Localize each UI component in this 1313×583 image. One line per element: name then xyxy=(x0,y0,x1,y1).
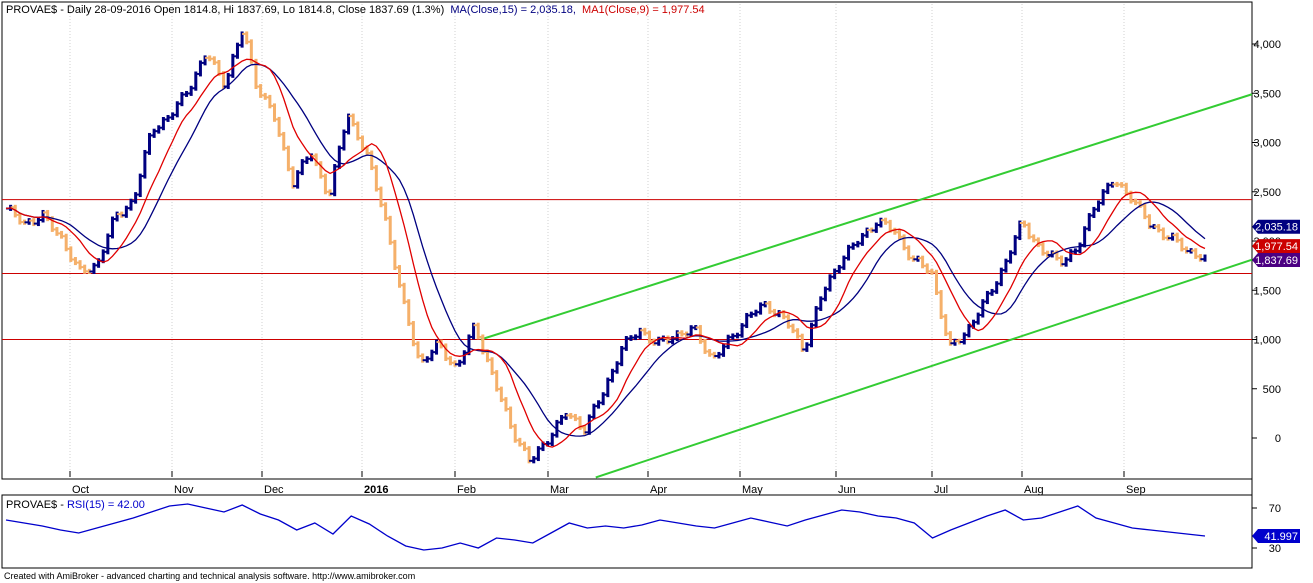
rsi-badge-text: 41.997 xyxy=(1264,531,1298,543)
moving-averages xyxy=(5,58,1206,448)
rsi-panel xyxy=(1,494,1253,569)
close-badge-text: 1,837.69 xyxy=(1255,255,1298,267)
channel-upper-line xyxy=(480,93,1253,341)
y-tick-label: 1,000 xyxy=(1253,335,1281,347)
price-panel xyxy=(1,1,1253,480)
month-x-axis: Oct Nov Dec 2016 Feb Mar Apr May Jun Jul Aug Sep xyxy=(69,471,1146,496)
rsi-line xyxy=(5,503,1206,551)
y-tick-label: 2,500 xyxy=(1253,187,1281,199)
month-label: Nov xyxy=(174,484,194,496)
ma9-line xyxy=(5,58,1206,448)
value-badges: 2,035.18 1,977.54 1,837.69 41.997 xyxy=(1252,219,1300,544)
month-label: May xyxy=(742,484,763,496)
rsi-tick-label: 70 xyxy=(1269,503,1281,515)
y-tick-label: 500 xyxy=(1263,384,1281,396)
ma15-badge: 2,035.18 xyxy=(1252,219,1300,234)
rsi-y-axis: 30 70 xyxy=(1252,503,1281,555)
close-badge: 1,837.69 xyxy=(1252,252,1300,267)
rsi-label: RSI(15) = 42.00 xyxy=(67,499,145,511)
ma15-label: MA(Close,15) = 2,035.18, xyxy=(450,4,576,16)
month-label: 2016 xyxy=(364,484,388,496)
channel-lower-line xyxy=(595,258,1253,479)
month-label: Dec xyxy=(264,484,284,496)
month-label: Sep xyxy=(1126,484,1146,496)
ma9-badge: 1,977.54 xyxy=(1252,239,1300,254)
month-gridlines xyxy=(69,4,1125,477)
footer-credit: Created with AmiBroker - advanced charti… xyxy=(4,571,415,581)
ma15-badge-text: 2,035.18 xyxy=(1255,222,1298,234)
ma15-badge-bg xyxy=(1252,219,1300,234)
y-tick-label: 0 xyxy=(1275,433,1281,445)
rsi-badge-bg xyxy=(1252,529,1300,544)
symbol-info: PROVAE$ - Daily 28-09-2016 Open 1814.8, … xyxy=(6,4,444,16)
month-label: Feb xyxy=(457,484,476,496)
month-label: Mar xyxy=(550,484,569,496)
ma9-label: MA1(Close,9) = 1,977.54 xyxy=(582,4,705,16)
ma15-line xyxy=(5,63,1206,437)
month-label: Aug xyxy=(1024,484,1044,496)
y-tick-label: 1,500 xyxy=(1253,285,1281,297)
ma9-badge-text: 1,977.54 xyxy=(1255,241,1298,253)
y-tick-label: 3,500 xyxy=(1253,88,1281,100)
chart-header: PROVAE$ - Daily 28-09-2016 Open 1814.8, … xyxy=(6,4,705,16)
rsi-symbol: PROVAE$ - xyxy=(6,499,67,511)
rsi-line-group xyxy=(5,503,1206,551)
month-label: Jul xyxy=(934,484,948,496)
price-bars xyxy=(6,31,1207,464)
rsi-badge: 41.997 xyxy=(1252,529,1300,544)
month-label: Oct xyxy=(72,484,89,496)
ma9-badge-bg xyxy=(1252,239,1300,254)
trend-channel xyxy=(480,93,1253,479)
month-label: Jun xyxy=(838,484,856,496)
month-label: Apr xyxy=(650,484,667,496)
y-tick-label: 4,000 xyxy=(1253,39,1281,51)
y-tick-label: 3,000 xyxy=(1253,138,1281,150)
rsi-tick-label: 30 xyxy=(1269,543,1281,555)
close-badge-bg xyxy=(1252,252,1300,267)
rsi-header: PROVAE$ - RSI(15) = 42.00 xyxy=(6,499,145,511)
